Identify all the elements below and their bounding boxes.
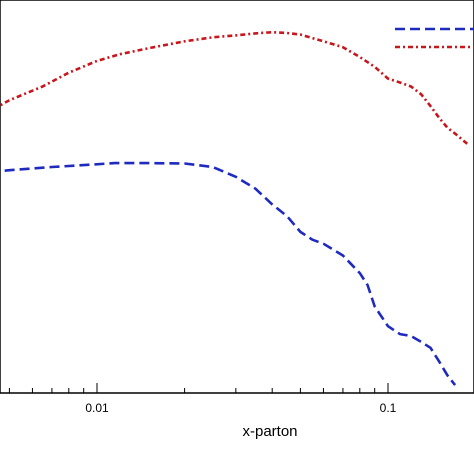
series-2-line xyxy=(0,161,457,386)
series-layer xyxy=(0,30,470,386)
x-tick-label: 0.01 xyxy=(85,401,109,415)
series-1-line xyxy=(0,30,470,147)
x-axis-title: x-parton xyxy=(242,423,297,440)
legend xyxy=(395,27,474,49)
x-tick-label: 0.1 xyxy=(380,401,397,415)
x-axis-ticks xyxy=(8,383,389,393)
x-tick-labels: 0.01 0.1 xyxy=(85,401,396,415)
plot-frame xyxy=(0,0,474,394)
